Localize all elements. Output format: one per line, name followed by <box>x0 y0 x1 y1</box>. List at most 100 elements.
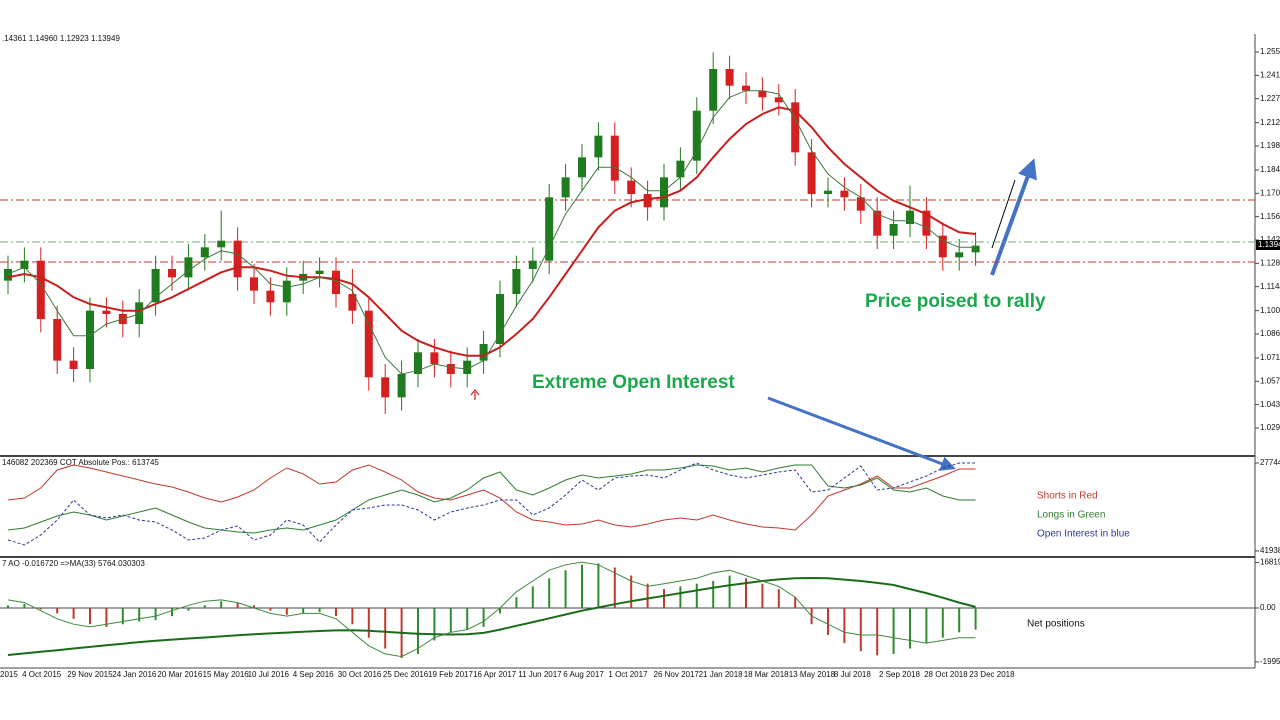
candle-body <box>4 269 12 281</box>
x-tick-label: 2 Sep 2018 <box>879 670 920 679</box>
y-tick-label: 1.0296 <box>1260 423 1280 432</box>
candle-body <box>791 102 800 153</box>
bar <box>482 608 485 627</box>
bar <box>843 608 846 644</box>
bar <box>646 583 649 608</box>
line <box>7 106 976 357</box>
x-tick-label: 15 May 2016 <box>203 670 250 679</box>
x-tick-label: 24 Jan 2016 <box>112 670 157 679</box>
bar <box>105 608 108 627</box>
legend-entry: Longs in Green <box>1037 510 1105 521</box>
y-tick-label: 1.2552 <box>1260 47 1280 56</box>
x-tick-label: 10 Jul 2016 <box>248 670 290 679</box>
bar <box>384 608 387 649</box>
candle-body <box>250 277 258 291</box>
line <box>7 464 976 531</box>
bar <box>417 608 419 654</box>
bar <box>499 608 501 614</box>
x-tick-label: 11 Jun 2017 <box>518 670 562 679</box>
candle-body <box>938 235 947 258</box>
candle-body <box>610 135 619 181</box>
bar <box>187 608 190 611</box>
bar <box>351 608 354 625</box>
y-tick-label: 41938 <box>1260 546 1280 555</box>
bar <box>367 608 370 638</box>
x-tick-label: 8 Jul 2018 <box>834 670 871 679</box>
bar <box>236 602 239 608</box>
candle-body <box>692 110 701 161</box>
candle-body <box>742 85 750 91</box>
arrow <box>990 158 1037 276</box>
candle-body <box>561 177 570 198</box>
bar <box>581 564 583 608</box>
bar <box>941 608 944 638</box>
candle-body <box>725 69 734 86</box>
candle-body <box>135 302 144 324</box>
candle-body <box>446 364 455 374</box>
y-tick-label: 1.1988 <box>1260 141 1280 150</box>
bar <box>220 601 223 608</box>
candle-body <box>578 157 586 178</box>
bar <box>712 580 715 608</box>
candle-body <box>315 270 324 274</box>
arrow <box>767 396 956 471</box>
x-tick-label: 30 Oct 2016 <box>338 670 382 679</box>
line <box>7 561 976 658</box>
x-tick-label: 16 Apr 2017 <box>473 670 517 679</box>
bar <box>23 603 26 608</box>
x-tick-label: 29 Nov 2015 <box>67 670 113 679</box>
y-tick-label: 1.1564 <box>1260 212 1280 221</box>
candle-body <box>643 194 652 208</box>
x-tick-label: 2015 <box>0 670 18 679</box>
bar <box>679 586 682 608</box>
bar <box>728 575 731 608</box>
candle-body <box>889 224 898 236</box>
candle-body <box>184 257 193 278</box>
y-tick-label: 1.1704 <box>1260 188 1280 197</box>
candle-body <box>282 280 291 303</box>
candle-body <box>200 247 209 258</box>
x-tick-label: 4 Sep 2016 <box>293 670 334 679</box>
candle-body <box>545 197 554 261</box>
x-tick-label: 21 Jan 2018 <box>699 670 744 679</box>
candle-body <box>69 360 78 369</box>
bar <box>318 608 321 613</box>
bar <box>761 583 764 608</box>
candle-body <box>512 269 521 294</box>
x-tick-label: 19 Feb 2017 <box>428 670 473 679</box>
line <box>7 576 976 656</box>
bar <box>72 608 75 619</box>
candle-body <box>676 160 685 178</box>
x-tick-label: 26 Nov 2017 <box>654 670 700 679</box>
x-tick-label: 23 Dec 2018 <box>969 670 1015 679</box>
line <box>7 90 976 375</box>
candle-body <box>20 260 29 269</box>
legend-entry: Shorts in Red <box>1037 491 1098 502</box>
signal-arrow <box>470 389 480 400</box>
candle-body <box>463 360 472 374</box>
bar <box>39 608 42 610</box>
candle-body <box>364 310 373 378</box>
bar <box>909 608 911 649</box>
y-tick-label: 1.1144 <box>1260 282 1280 291</box>
candle-body <box>627 180 636 194</box>
y-tick-label: 1.0860 <box>1260 329 1280 338</box>
candle-body <box>660 177 668 208</box>
candle-body <box>36 260 45 319</box>
candle-body <box>971 245 980 253</box>
candle-body <box>430 352 439 364</box>
x-tick-label: 20 Mar 2016 <box>157 670 202 679</box>
bar <box>253 605 255 608</box>
y-tick-label: 1.0716 <box>1260 353 1280 362</box>
candle-body <box>397 374 406 398</box>
candle-body <box>414 352 422 374</box>
current-price-box <box>1256 240 1280 250</box>
bar <box>794 597 797 608</box>
x-tick-label: 1 Oct 2017 <box>608 670 648 679</box>
bar <box>7 605 9 608</box>
bar <box>613 567 616 608</box>
candle-body <box>332 270 340 294</box>
bar <box>876 608 879 656</box>
candle-body <box>479 344 488 361</box>
y-tick-label: 1.1844 <box>1260 165 1280 174</box>
